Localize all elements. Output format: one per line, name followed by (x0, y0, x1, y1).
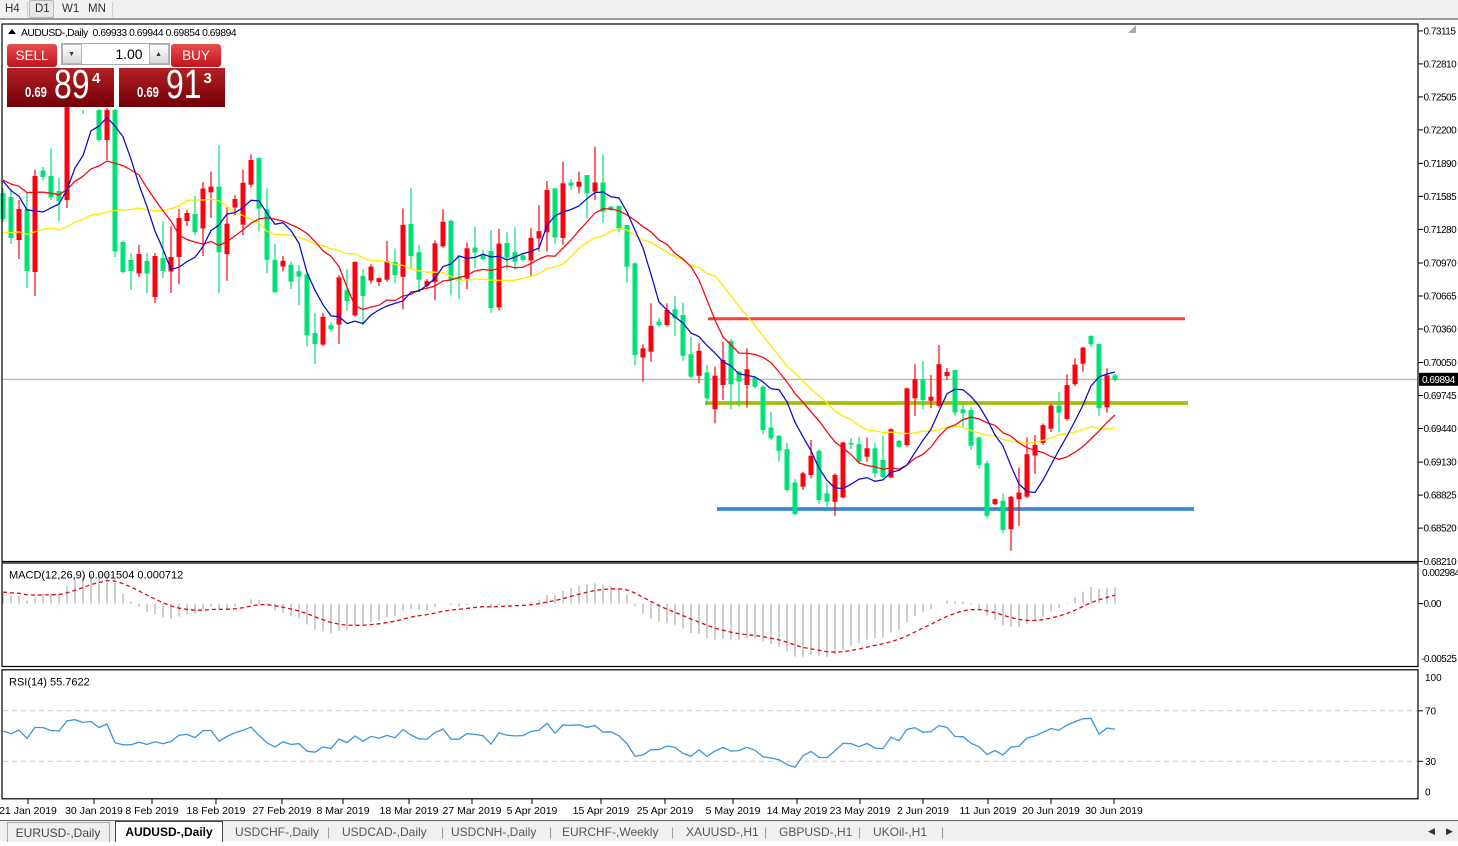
svg-text:0.68520: 0.68520 (1424, 524, 1458, 535)
svg-text:0.00: 0.00 (1424, 599, 1442, 610)
svg-text:RSI(14) 55.7622: RSI(14) 55.7622 (9, 677, 90, 689)
svg-text:18 Feb 2019: 18 Feb 2019 (187, 805, 246, 817)
svg-text:18 Mar 2019: 18 Mar 2019 (380, 805, 439, 817)
svg-text:0.70970: 0.70970 (1424, 259, 1458, 270)
svg-text:23 May 2019: 23 May 2019 (830, 805, 891, 817)
svg-text:5 Apr 2019: 5 Apr 2019 (507, 805, 558, 817)
svg-text:0.71585: 0.71585 (1424, 192, 1458, 203)
svg-text:21 Jan 2019: 21 Jan 2019 (0, 805, 57, 817)
svg-text:27 Feb 2019: 27 Feb 2019 (253, 805, 312, 817)
svg-text:30 Jun 2019: 30 Jun 2019 (1085, 805, 1143, 817)
svg-text:20 Jun 2019: 20 Jun 2019 (1022, 805, 1080, 817)
svg-text:30 Jan 2019: 30 Jan 2019 (65, 805, 123, 817)
svg-text:70: 70 (1425, 707, 1437, 718)
svg-text:2 Jun 2019: 2 Jun 2019 (897, 805, 949, 817)
svg-text:0: 0 (1425, 788, 1431, 799)
svg-text:0.72200: 0.72200 (1424, 125, 1458, 136)
svg-text:0.002984: 0.002984 (1422, 568, 1458, 579)
svg-text:0.69130: 0.69130 (1424, 458, 1458, 469)
svg-text:0.72505: 0.72505 (1424, 92, 1458, 103)
svg-text:0.70360: 0.70360 (1424, 325, 1458, 336)
svg-text:30: 30 (1425, 757, 1437, 768)
svg-text:11 Jun 2019: 11 Jun 2019 (959, 805, 1016, 817)
svg-text:5 May 2019: 5 May 2019 (706, 805, 761, 817)
svg-text:8 Mar 2019: 8 Mar 2019 (316, 805, 369, 817)
svg-text:0.70665: 0.70665 (1424, 292, 1458, 303)
svg-text:100: 100 (1425, 673, 1442, 684)
svg-text:0.73115: 0.73115 (1424, 26, 1457, 37)
svg-text:15 Apr 2019: 15 Apr 2019 (573, 805, 630, 817)
svg-text:8 Feb 2019: 8 Feb 2019 (125, 805, 178, 817)
svg-text:0.72810: 0.72810 (1424, 59, 1458, 70)
svg-text:0.68210: 0.68210 (1424, 557, 1458, 568)
svg-text:0.71890: 0.71890 (1424, 159, 1458, 170)
svg-text:AUDUSD-,Daily 0.69933 0.69944: AUDUSD-,Daily 0.69933 0.69944 0.69854 0.… (21, 28, 237, 39)
svg-text:0.69440: 0.69440 (1424, 424, 1458, 435)
svg-text:0.68825: 0.68825 (1424, 491, 1458, 502)
svg-text:0.69894: 0.69894 (1422, 375, 1456, 386)
svg-text:0.69745: 0.69745 (1424, 391, 1458, 402)
svg-text:27 Mar 2019: 27 Mar 2019 (443, 805, 502, 817)
svg-text:-0.00525: -0.00525 (1421, 654, 1457, 665)
svg-text:MACD(12,26,9) 0.001504 0.00071: MACD(12,26,9) 0.001504 0.000712 (9, 570, 183, 582)
svg-text:0.70050: 0.70050 (1424, 358, 1458, 369)
svg-text:14 May 2019: 14 May 2019 (767, 805, 828, 817)
svg-text:25 Apr 2019: 25 Apr 2019 (637, 805, 694, 817)
svg-text:0.71280: 0.71280 (1424, 225, 1458, 236)
